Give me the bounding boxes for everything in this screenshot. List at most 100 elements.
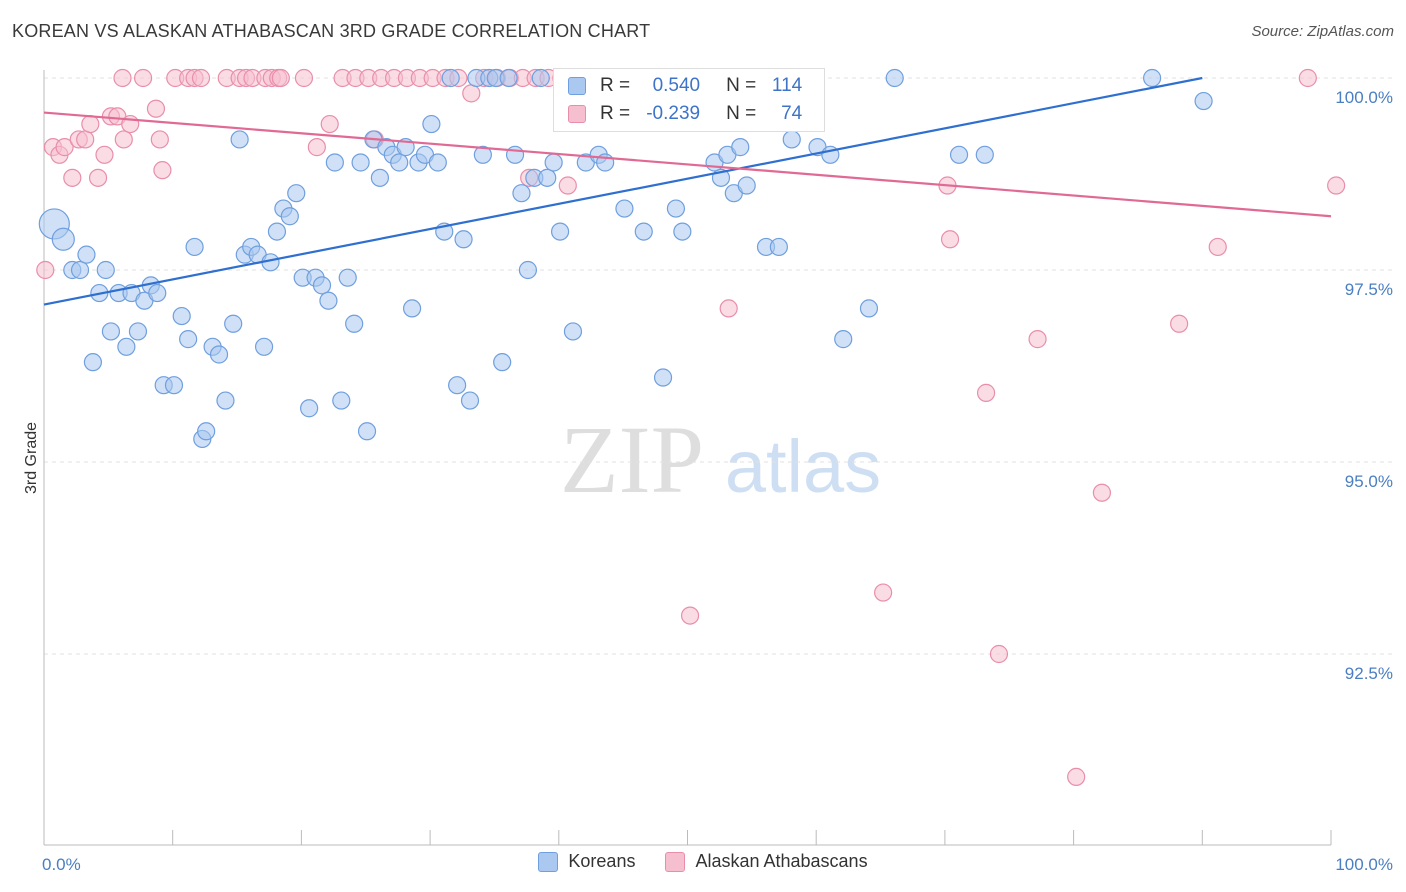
data-point	[769, 237, 788, 257]
data-point	[77, 245, 96, 264]
data-point	[51, 227, 75, 251]
data-point	[673, 222, 692, 241]
legend-label-alaskan-athabascans: Alaskan Athabascans	[695, 851, 868, 871]
data-point	[70, 260, 90, 280]
data-point	[859, 299, 879, 318]
watermark-atlas: atlas	[725, 425, 881, 508]
legend-r-value-alaskan-athabascans: -0.239	[646, 103, 701, 124]
legend-r-label: R =	[600, 103, 631, 124]
data-point	[294, 68, 314, 88]
data-point	[164, 376, 184, 395]
y-axis-label: 3rd Grade	[23, 422, 40, 494]
data-point	[615, 199, 634, 218]
data-point	[719, 299, 738, 318]
data-point	[325, 153, 344, 172]
data-point	[128, 322, 148, 341]
data-point	[230, 130, 249, 149]
data-point	[76, 130, 95, 149]
data-point	[538, 168, 557, 187]
y-tick-label: 92.5%	[1345, 664, 1393, 683]
x-tick-label-min: 0.0%	[42, 855, 81, 874]
data-point	[634, 222, 653, 241]
legend-swatch-alaskan-athabascans	[665, 851, 686, 872]
data-point	[680, 606, 700, 625]
data-point	[989, 644, 1009, 664]
data-point	[209, 345, 229, 364]
data-point	[150, 130, 169, 149]
data-point	[146, 99, 166, 118]
data-point	[280, 207, 299, 226]
data-point	[312, 276, 332, 295]
data-point	[448, 376, 467, 395]
legend-swatch-alaskan-athabascans	[568, 105, 586, 123]
data-point	[1327, 176, 1346, 195]
data-point	[731, 138, 750, 157]
data-point	[422, 114, 441, 134]
data-point	[885, 68, 904, 88]
data-point	[505, 145, 525, 164]
legend-swatch-koreans	[568, 77, 586, 95]
trend-line	[43, 76, 1203, 306]
legend-row-koreans: R = 0.540 N = 114	[554, 72, 802, 100]
data-point	[185, 237, 204, 257]
y-tick-label: 97.5%	[1345, 280, 1393, 299]
data-point	[976, 383, 996, 402]
data-point	[88, 168, 108, 187]
data-point	[101, 322, 121, 341]
data-point	[454, 230, 473, 249]
data-point	[782, 130, 801, 149]
data-point	[1067, 767, 1086, 786]
data-point	[95, 145, 114, 164]
data-point	[737, 176, 756, 195]
data-point	[428, 153, 447, 172]
data-point	[874, 583, 893, 602]
data-point	[834, 330, 853, 349]
y-tick-labels: 92.5% 95.0% 97.5% 100.0%	[1335, 88, 1393, 683]
data-point	[370, 168, 390, 187]
data-point	[63, 168, 82, 187]
data-point	[940, 230, 960, 249]
data-point	[499, 68, 518, 88]
chart-title: KOREAN VS ALASKAN ATHABASCAN 3RD GRADE C…	[12, 21, 651, 41]
data-point	[133, 68, 153, 88]
data-point	[462, 84, 481, 103]
data-point	[338, 268, 357, 287]
data-point	[332, 391, 351, 410]
data-point	[402, 299, 422, 318]
data-point	[512, 184, 531, 203]
data-point	[558, 176, 577, 195]
legend-swatch-koreans	[538, 851, 559, 872]
x-tick-label-max: 100.0%	[1335, 855, 1393, 874]
legend-n-label: N =	[726, 75, 757, 96]
data-point	[460, 391, 480, 410]
legend-item-koreans[interactable]: Koreans	[538, 851, 635, 872]
stats-legend: R = 0.540 N = 114 R = -0.239 N = 74	[553, 68, 825, 132]
watermark-zip: ZIP	[560, 406, 704, 513]
data-point	[357, 422, 377, 441]
data-point	[172, 306, 191, 326]
source-label: Source: ZipAtlas.com	[1251, 23, 1394, 40]
data-point	[114, 130, 133, 149]
data-point	[345, 314, 364, 333]
data-point	[117, 337, 136, 356]
legend-item-alaskan-athabascans[interactable]: Alaskan Athabascans	[665, 851, 868, 872]
data-point	[544, 153, 563, 172]
data-point	[1028, 330, 1047, 349]
legend-n-value-koreans: 114	[771, 75, 803, 96]
data-point	[216, 391, 235, 410]
data-point	[153, 161, 172, 180]
data-point	[307, 138, 326, 157]
data-point	[83, 353, 103, 372]
data-point	[267, 222, 287, 241]
trend-line	[43, 111, 1332, 218]
data-point	[518, 260, 538, 280]
data-point	[390, 153, 409, 172]
data-point	[271, 68, 290, 88]
data-point	[473, 145, 492, 164]
data-point	[493, 353, 512, 372]
data-point	[666, 199, 686, 218]
data-point	[949, 145, 969, 164]
data-point	[1194, 91, 1213, 111]
data-point	[975, 145, 994, 164]
